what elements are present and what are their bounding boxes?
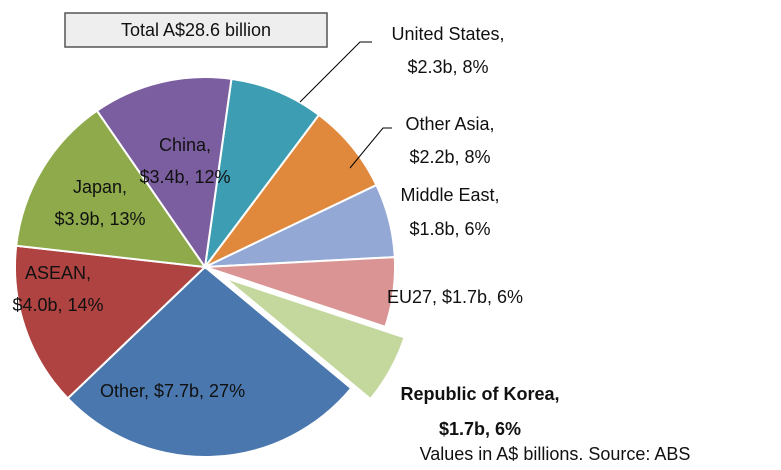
- value-label: $7.7b, 27%: [154, 381, 245, 401]
- slice-label: China,: [159, 135, 211, 155]
- slice-label: Other Asia,: [405, 114, 494, 134]
- value-label: $3.4b, 12%: [139, 167, 230, 187]
- value-label: $1.7b, 6%: [442, 287, 523, 307]
- leader-line: [349, 127, 392, 169]
- slice-label: Middle East,: [400, 185, 499, 205]
- slice-label: EU27,: [387, 287, 437, 307]
- chart-title: Total A$28.6 billion: [121, 20, 271, 40]
- source-note: Values in A$ billions. Source: ABS: [420, 444, 691, 464]
- leader-line: [299, 41, 372, 103]
- slice-label: Republic of Korea,: [400, 384, 559, 404]
- pie-slice: [66, 265, 353, 458]
- pie-slice: [204, 77, 321, 268]
- slice-label: ASEAN,: [25, 263, 91, 283]
- value-label: $2.3b, 8%: [407, 57, 488, 77]
- pie-slice: [14, 244, 208, 400]
- title-box: [64, 12, 328, 48]
- pie-slice: [223, 276, 406, 401]
- slice-label: Japan,: [73, 177, 127, 197]
- value-label: $3.9b, 13%: [54, 209, 145, 229]
- value-label: $2.2b, 8%: [409, 147, 490, 167]
- value-label: $1.7b, 6%: [439, 419, 521, 439]
- pie-slice: [15, 109, 208, 269]
- value-label: $1.8b, 6%: [409, 219, 490, 239]
- slice-label: United States,: [391, 24, 504, 44]
- slice-label: Other,: [100, 381, 149, 401]
- pie-slice: [204, 256, 396, 329]
- pie-slice: [95, 76, 233, 270]
- value-label: $4.0b, 14%: [12, 295, 103, 315]
